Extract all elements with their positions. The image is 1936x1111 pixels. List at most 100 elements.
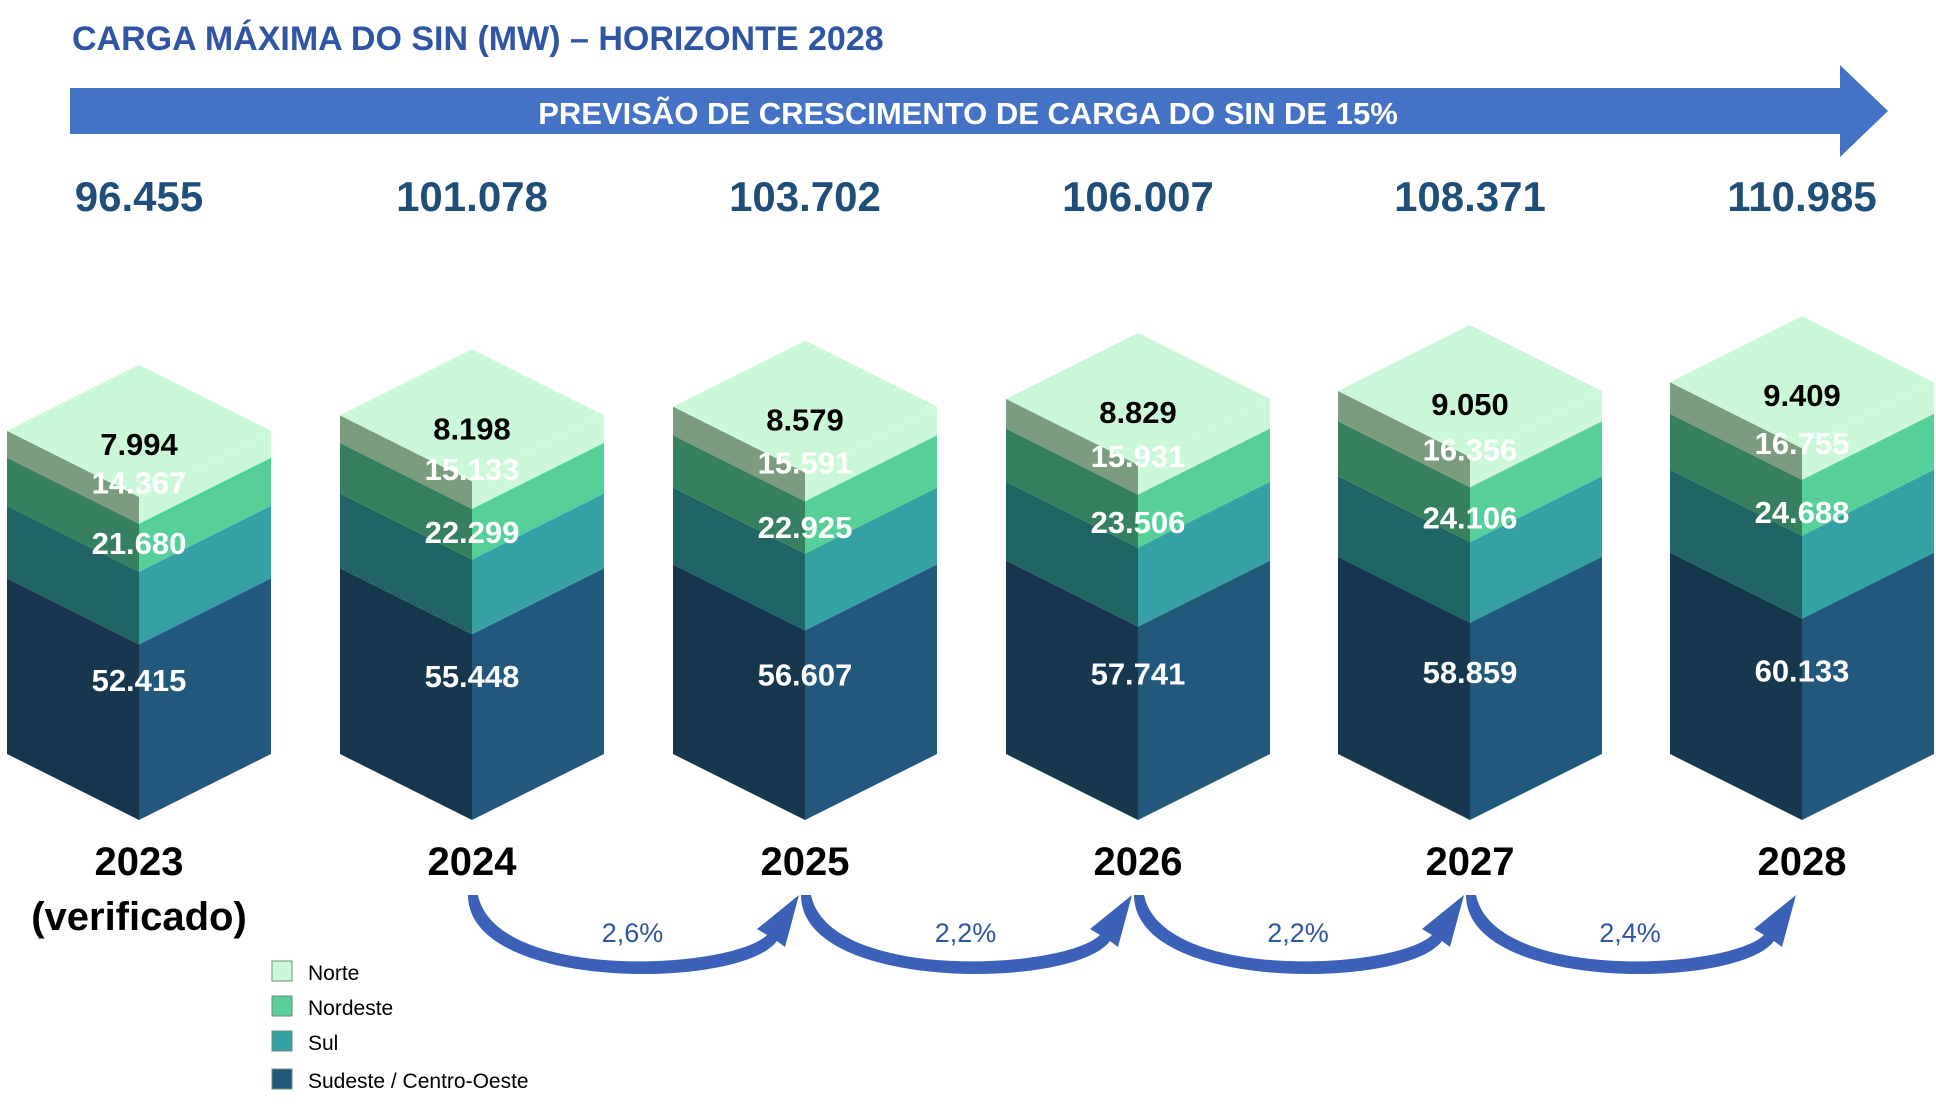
segment-norte-2026 [1006,398,1270,495]
segment-left-face [340,442,472,560]
top-face [340,349,604,482]
segment-right-face [1138,428,1270,548]
segment-sul-2024 [340,493,604,635]
value-label-norte-2028: 9.409 [1763,378,1841,413]
legend-swatch [271,960,293,982]
chart-title: CARGA MÁXIMA DO SIN (MW) – HORIZONTE 202… [72,20,884,58]
growth-label-2026-2027: 2,2% [1267,918,1329,948]
segment-norte-2028 [1670,382,1934,480]
legend-label: Nordeste [308,997,393,1020]
segment-left-face [7,505,139,645]
legend-item-nordeste: Nordeste [271,995,393,1020]
segment-norte-2024 [340,415,604,509]
value-label-nordeste-2026: 15.931 [1091,439,1186,474]
value-label-norte-2026: 8.829 [1099,395,1177,430]
legend-label: Sudeste / Centro-Oeste [308,1070,529,1093]
year-label-2028: 2028 [1758,840,1847,884]
segment-left-face [1338,556,1470,820]
segment-sul-2027 [1338,476,1602,623]
segment-left-face [340,493,472,635]
total-2024: 101.078 [396,173,548,220]
banner-arrow [70,65,1888,157]
segment-left-face [673,406,805,502]
value-label-sudeste-centro-oeste-2028: 60.133 [1755,654,1850,689]
segment-nordeste-2024 [340,442,604,560]
growth-label-2027-2028: 2,4% [1599,918,1661,948]
segment-right-face [1138,481,1270,627]
top-face [1338,325,1602,457]
segment-left-face [1006,560,1138,820]
legend-item-norte: Norte [271,960,359,985]
legend-swatch [271,1030,293,1052]
total-2025: 103.702 [729,173,881,220]
segment-left-face [340,415,472,509]
segment-right-face [1138,560,1270,820]
segment-sul-2025 [673,487,937,631]
total-2023: 96.455 [75,173,203,220]
value-label-norte-2025: 8.579 [766,403,844,438]
segment-sudeste-centro-oeste-2025 [673,564,937,820]
value-label-sudeste-centro-oeste-2023: 52.415 [92,663,187,698]
segment-right-face [139,578,271,820]
segment-right-face [1802,413,1934,536]
top-face [1006,332,1270,465]
value-label-sul-2025: 22.925 [758,510,853,545]
growth-arrow-2027-2028: 2,4% [1466,895,1796,975]
year-label-2024: 2024 [428,840,518,884]
value-label-nordeste-2027: 16.356 [1423,433,1518,468]
value-label-norte-2027: 9.050 [1431,387,1509,422]
segment-left-face [1006,428,1138,548]
value-label-nordeste-2025: 15.591 [758,446,853,481]
segment-left-face [1006,398,1138,495]
legend-label: Norte [308,962,359,985]
growth-arrow-shape [1134,895,1464,975]
segment-right-face [805,564,937,820]
value-label-sudeste-centro-oeste-2024: 55.448 [425,659,520,694]
year-label-2027: 2027 [1426,840,1515,884]
growth-arrows: 2,6% 2,2% 2,2% 2,4% [468,895,1796,975]
growth-label-2024-2025: 2,6% [602,918,664,948]
column-2027: 58.859 24.106 16.356 9.050 108.371 2027 [1338,173,1602,884]
column-2024: 55.448 22.299 15.133 8.198 101.078 2024 [340,173,604,884]
top-face [7,364,271,497]
segment-sudeste-centro-oeste-2024 [340,568,604,820]
column-2023: 52.415 21.680 14.367 7.994 96.455 2023 (verifi… [7,173,271,939]
segment-right-face [1802,552,1934,820]
column-2028: 60.133 24.688 16.755 9.409 110.985 2028 [1670,173,1934,884]
segment-left-face [1670,469,1802,619]
segment-left-face [1670,382,1802,480]
segment-left-face [1006,481,1138,627]
legend-item-sudeste-centro-oeste: Sudeste / Centro-Oeste [271,1068,529,1093]
value-label-sul-2028: 24.688 [1755,495,1850,530]
segment-sul-2023 [7,505,271,645]
banner-text: PREVISÃO DE CRESCIMENTO DE CARGA DO SIN … [538,96,1398,131]
segment-nordeste-2026 [1006,428,1270,548]
segment-left-face [1338,476,1470,623]
segment-right-face [805,435,937,554]
segment-right-face [472,493,604,635]
top-face [1670,316,1934,449]
legend-item-sul: Sul [271,1030,338,1055]
total-2028: 110.985 [1727,173,1877,220]
value-label-sul-2026: 23.506 [1091,505,1186,540]
growth-arrow-shape [801,895,1132,975]
growth-arrow-2025-2026: 2,2% [801,895,1132,975]
segment-right-face [1470,391,1602,488]
top-face [673,340,937,473]
segment-sudeste-centro-oeste-2026 [1006,560,1270,820]
segment-norte-2027 [1338,391,1602,488]
growth-label-2025-2026: 2,2% [935,918,997,948]
segment-sul-2028 [1670,469,1934,619]
column-2026: 57.741 23.506 15.931 8.829 106.007 2026 [1006,173,1270,884]
segment-left-face [1338,391,1470,488]
total-2027: 108.371 [1394,173,1546,220]
value-label-norte-2023: 7.994 [100,427,178,462]
year-label-2025: 2025 [761,840,850,884]
segment-left-face [673,435,805,554]
segment-right-face [1470,476,1602,623]
segment-nordeste-2028 [1670,413,1934,536]
value-label-sul-2027: 24.106 [1423,500,1518,535]
growth-banner: PREVISÃO DE CRESCIMENTO DE CARGA DO SIN … [70,65,1888,157]
legend: Norte Nordeste Sul Sudeste / Centro-Oeste [271,960,529,1093]
